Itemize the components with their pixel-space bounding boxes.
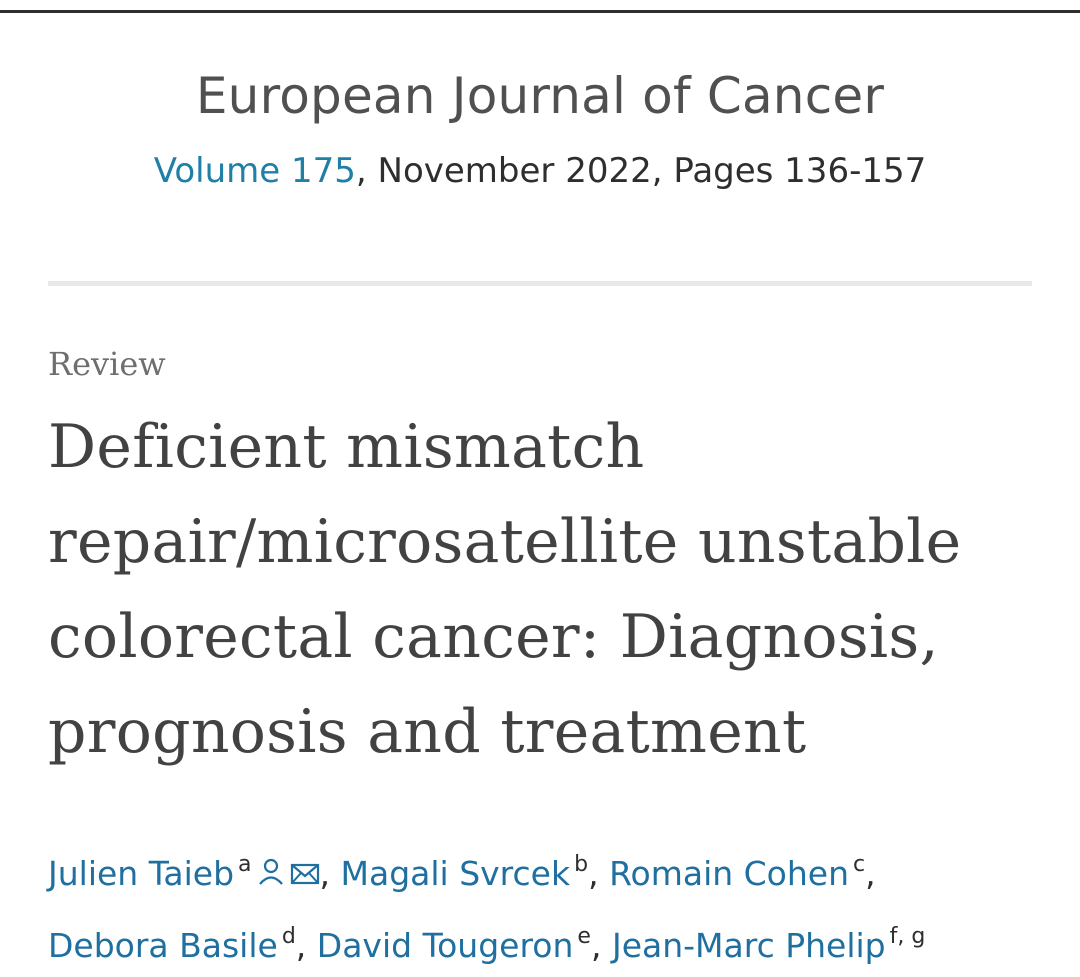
- affiliation-marker[interactable]: c: [853, 852, 866, 877]
- author-name[interactable]: Debora Basile: [48, 926, 278, 965]
- author-name[interactable]: Julien Taieb: [48, 854, 235, 893]
- author-item: Debora Basile d,: [48, 924, 307, 965]
- affiliation-marker[interactable]: a: [238, 852, 252, 877]
- journal-title[interactable]: European Journal of Cancer: [195, 67, 885, 125]
- author-name[interactable]: Jean-Marc Phelip: [611, 926, 886, 965]
- person-icon[interactable]: [258, 844, 284, 906]
- issue-line: Volume 175, November 2022, Pages 136-157: [0, 148, 1080, 194]
- top-rule: [0, 10, 1080, 13]
- author-item: Magali Svrcek b,: [340, 852, 599, 893]
- author-list: Julien Taieb a, Magali Svrcek b, Romain Co…: [48, 834, 1058, 977]
- author-item: Romain Cohen c,: [609, 852, 876, 893]
- affiliation-marker[interactable]: e: [577, 924, 591, 949]
- author-item: Jean-Marc Phelip f, g: [611, 924, 926, 965]
- article-type: Review: [48, 345, 166, 383]
- affiliation-marker[interactable]: b: [574, 852, 589, 877]
- author-name[interactable]: David Tougeron: [316, 926, 574, 965]
- author-item: Julien Taieb a,: [48, 852, 330, 893]
- section-divider: [48, 281, 1032, 286]
- envelope-icon[interactable]: [290, 844, 320, 906]
- author-item: David Tougeron e,: [316, 924, 602, 965]
- affiliation-marker[interactable]: f, g: [889, 924, 926, 949]
- affiliation-marker[interactable]: d: [281, 924, 296, 949]
- author-name[interactable]: Romain Cohen: [609, 854, 850, 893]
- article-title: Deficient mismatch repair/microsatellite…: [48, 412, 962, 767]
- volume-link[interactable]: Volume 175: [153, 151, 356, 191]
- issue-details: , November 2022, Pages 136-157: [355, 151, 927, 191]
- author-name[interactable]: Magali Svrcek: [340, 854, 571, 893]
